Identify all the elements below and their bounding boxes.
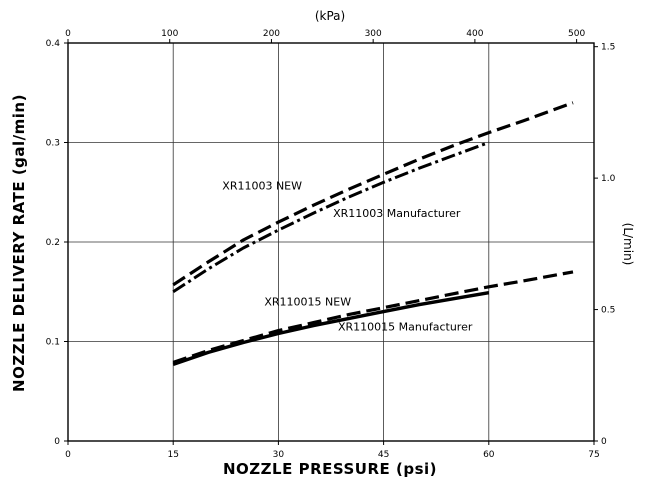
x-axis-title: NOZZLE PRESSURE (psi)	[223, 460, 437, 478]
x2-tick-label: 300	[365, 29, 382, 39]
x-tick-label: 75	[588, 450, 599, 460]
x2-tick-label: 200	[263, 29, 280, 39]
x-tick-label: 30	[273, 450, 285, 460]
x2-tick-label: 400	[466, 29, 483, 39]
y2-tick-label: 1.5	[601, 43, 615, 53]
series-line-3	[172, 270, 574, 364]
grid-lines	[68, 43, 594, 441]
y2-axis-title: (L/min)	[621, 223, 635, 266]
x-tick-label: 0	[65, 450, 71, 460]
y2-tick-label: 1.0	[601, 174, 616, 184]
y-tick-label: 0.4	[46, 39, 61, 49]
y-tick-label: 0	[54, 437, 60, 447]
series-annotation-4: XR110015 Manufacturer	[338, 321, 473, 334]
x2-axis-title: (kPa)	[315, 9, 345, 23]
x2-tick-label: 100	[161, 29, 178, 39]
y2-tick-label: 0	[601, 437, 607, 447]
series-line-1	[172, 101, 574, 287]
y-tick-label: 0.2	[46, 238, 60, 248]
series-lines	[172, 101, 574, 367]
series-annotation-2: XR11003 Manufacturer	[333, 207, 461, 220]
x2-tick-label: 0	[65, 29, 71, 39]
tick-marks	[64, 39, 598, 445]
series-annotations: XR11003 NEW XR11003 Manufacturer XR110015 …	[222, 179, 473, 333]
y2-tick-label: 0.5	[601, 306, 615, 316]
x2-tick-label: 500	[568, 29, 585, 39]
y-axis-title: NOZZLE DELIVERY RATE (gal/min)	[10, 94, 28, 392]
series-annotation-3: XR110015 NEW	[264, 296, 351, 309]
x-tick-label: 60	[483, 450, 495, 460]
x-tick-label: 45	[378, 450, 389, 460]
series-annotation-1: XR11003 NEW	[222, 179, 302, 192]
series-line-4	[172, 291, 490, 367]
series-line-2	[172, 141, 490, 294]
y-tick-label: 0.3	[46, 139, 60, 149]
x-tick-label: 15	[167, 450, 178, 460]
y-tick-label: 0.1	[46, 338, 60, 348]
tick-labels: 0 15 30 45 60 750 100 200 300 400 50000.10.20.30.4…	[46, 29, 616, 460]
